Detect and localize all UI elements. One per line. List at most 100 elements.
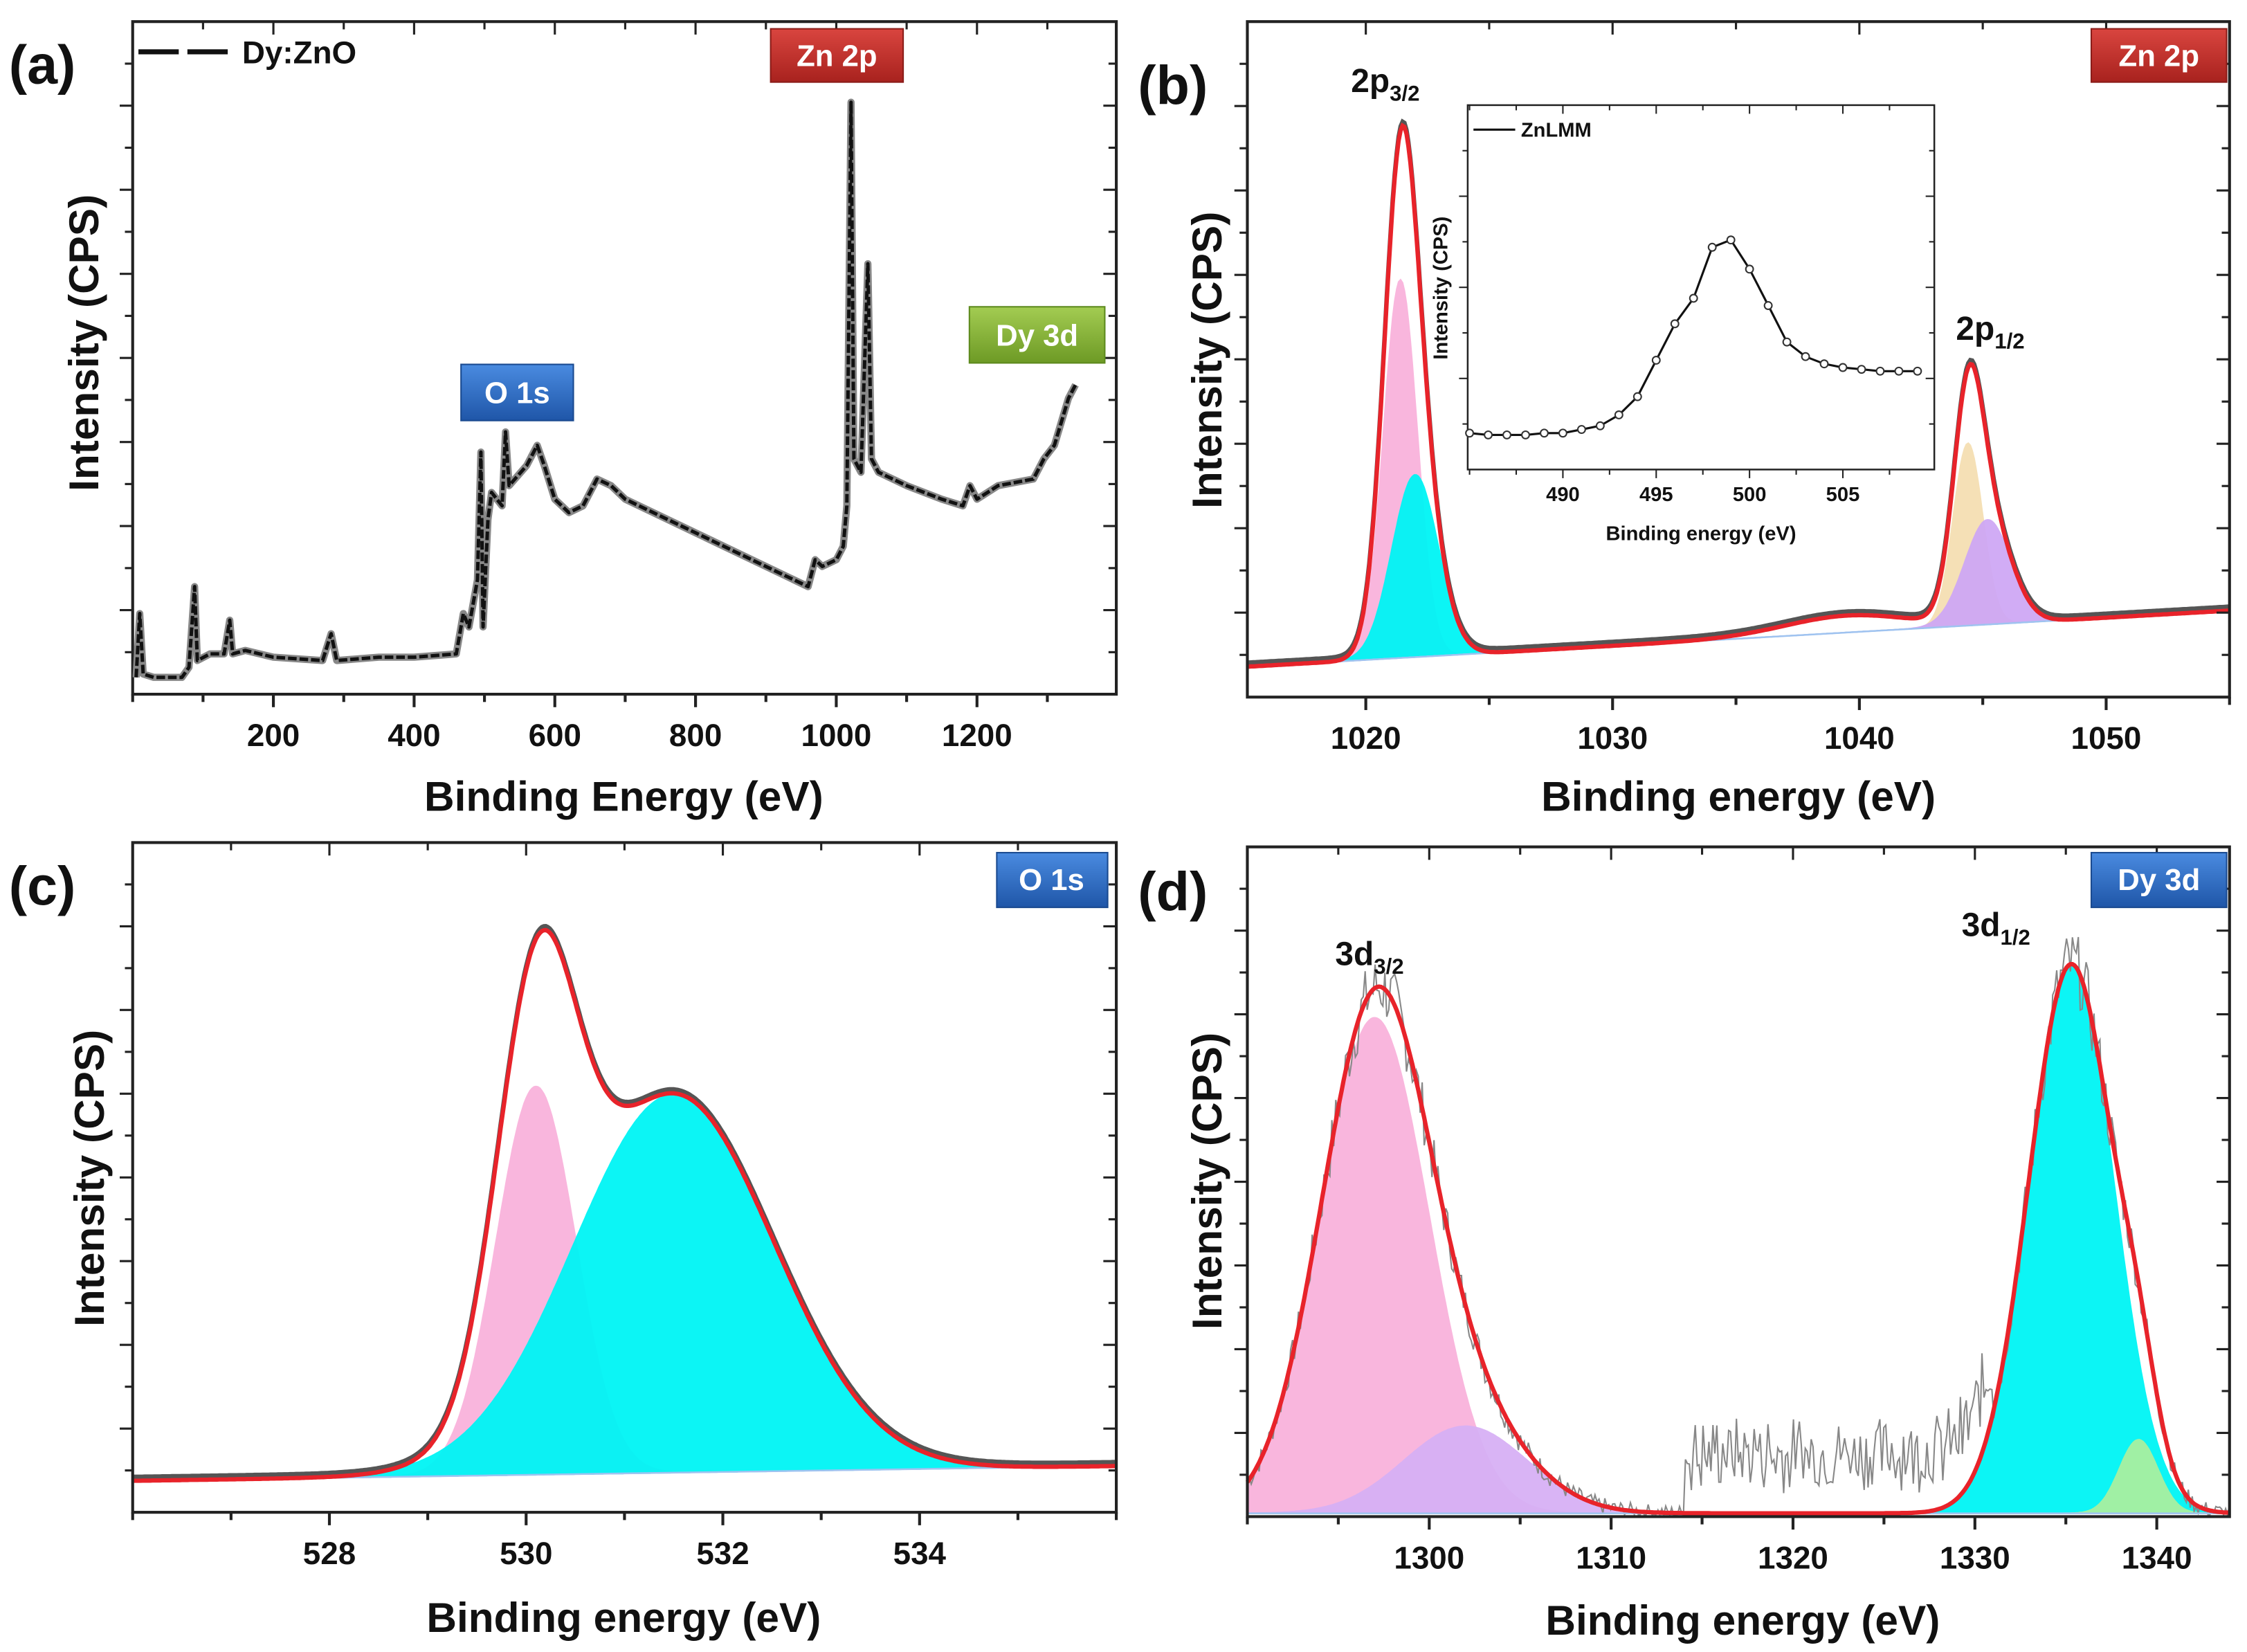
inset-background bbox=[1467, 105, 1935, 470]
inset-data-point bbox=[1894, 366, 1904, 376]
x-tick-label: 1030 bbox=[1577, 720, 1648, 756]
x-tick-label: 532 bbox=[696, 1536, 749, 1571]
x-tick-label: 490 bbox=[1546, 484, 1580, 506]
x-tick-label: 1050 bbox=[2071, 720, 2142, 756]
survey-line-dy-zno bbox=[134, 100, 1077, 680]
envelope-fit-line bbox=[132, 927, 1117, 1483]
peak-label-sub: 3/2 bbox=[1390, 82, 1419, 106]
envelope-fit-line bbox=[1247, 122, 2230, 669]
peak-label-main: 3d bbox=[1335, 936, 1374, 972]
y-axis-title-b: Intensity (CPS) bbox=[1183, 212, 1230, 509]
inset-data-point bbox=[1782, 337, 1792, 347]
inset-data-point bbox=[1838, 363, 1848, 372]
peak-label-2p1-2: 2p1/2 bbox=[1956, 311, 2024, 353]
panel-letter-c: (c) bbox=[9, 855, 76, 916]
inset-y-axis-title: Intensity (CPS) bbox=[1430, 217, 1453, 360]
x-tick-label: 1000 bbox=[801, 718, 872, 753]
badge-label: Dy 3d bbox=[2118, 863, 2200, 897]
panel-c: 528 530 532 534 bbox=[119, 841, 1118, 1571]
badge-o1s-c: O 1s bbox=[996, 851, 1109, 909]
x-axis-title-a: Binding Energy (eV) bbox=[424, 773, 824, 820]
x-axis-title-b: Binding energy (eV) bbox=[1541, 773, 1936, 820]
inset-data-point bbox=[1670, 319, 1680, 329]
peak-label-sub: 3/2 bbox=[1374, 954, 1403, 979]
panel-a: 200 400 600 800 1000 1200 bbox=[119, 20, 1118, 753]
peak-label-sub: 1/2 bbox=[2001, 925, 2030, 950]
legend-label-dy-zno: Dy:ZnO bbox=[242, 35, 356, 71]
inset-data-point bbox=[1689, 293, 1698, 303]
peak-label-sub: 1/2 bbox=[1994, 329, 2024, 354]
inset-data-point bbox=[1707, 242, 1717, 252]
panel-letter-d: (d) bbox=[1138, 860, 1208, 922]
y-axis-title-c: Intensity (CPS) bbox=[66, 1030, 113, 1327]
x-tick-label: 1310 bbox=[1576, 1540, 1646, 1575]
badge-zn2p-a: Zn 2p bbox=[770, 28, 904, 83]
x-tick-label: 500 bbox=[1733, 484, 1767, 506]
badge-label: Zn 2p bbox=[797, 39, 877, 73]
inset-data-point bbox=[1521, 430, 1530, 439]
panel-letter-b: (b) bbox=[1138, 54, 1208, 116]
peak-label-main: 2p bbox=[1351, 63, 1390, 100]
inset-data-point bbox=[1763, 301, 1773, 310]
inset-x-axis-title: Binding energy (eV) bbox=[1605, 523, 1796, 545]
inset-data-point bbox=[1651, 356, 1661, 365]
panel-d: 1300 1310 1320 1330 1340 bbox=[1234, 845, 2231, 1575]
inset-data-point bbox=[1576, 425, 1586, 434]
inset-legend-label: ZnLMM bbox=[1521, 120, 1592, 142]
envelope-fit-line bbox=[1245, 961, 2230, 1516]
x-tick-label: 530 bbox=[500, 1536, 552, 1571]
x-tick-label: 1300 bbox=[1394, 1540, 1464, 1575]
peak-label-main: 2p bbox=[1956, 311, 1994, 347]
x-tick-label: 1320 bbox=[1758, 1540, 1828, 1575]
x-tick-label: 1340 bbox=[2122, 1540, 2192, 1575]
x-axis-title-c: Binding energy (eV) bbox=[426, 1594, 821, 1641]
badge-dy3d-d: Dy 3d bbox=[2090, 851, 2228, 909]
x-tick-label: 400 bbox=[388, 718, 440, 753]
badge-zn2p-b: Zn 2p bbox=[2090, 28, 2228, 83]
x-tick-label: 495 bbox=[1639, 484, 1673, 506]
x-tick-label: 528 bbox=[303, 1536, 356, 1571]
x-tick-label: 200 bbox=[247, 718, 300, 753]
y-axis-title-d: Intensity (CPS) bbox=[1183, 1033, 1230, 1329]
inset-data-point bbox=[1558, 428, 1567, 438]
inset-data-point bbox=[1502, 430, 1511, 439]
inset-data-point bbox=[1465, 428, 1475, 438]
inset-data-point bbox=[1857, 365, 1866, 374]
badge-label: O 1s bbox=[1019, 863, 1084, 897]
badge-dy3d-a: Dy 3d bbox=[968, 306, 1106, 364]
badge-label: O 1s bbox=[484, 376, 550, 410]
x-tick-label: 1330 bbox=[1940, 1540, 2010, 1575]
raw-data-line bbox=[132, 923, 1117, 1480]
inset-data-point bbox=[1801, 352, 1810, 361]
inset-data-point bbox=[1913, 366, 1922, 376]
peak-label-main: 3d bbox=[1962, 907, 2001, 944]
peak-label-3d1-2: 3d1/2 bbox=[1962, 907, 2030, 950]
badge-o1s-a: O 1s bbox=[460, 363, 574, 421]
x-tick-label: 1200 bbox=[942, 718, 1012, 753]
inset-data-point bbox=[1819, 359, 1829, 369]
inset-znlmm: 490 495 500 505 bbox=[1459, 104, 1936, 506]
peak-label-2p3-2: 2p3/2 bbox=[1351, 63, 1419, 105]
inset-data-point bbox=[1632, 392, 1642, 401]
panel-b: 1020 1030 1040 1050 bbox=[1234, 20, 2231, 756]
inset-data-point bbox=[1745, 264, 1754, 274]
y-axis-title-a: Intensity (CPS) bbox=[60, 194, 107, 491]
fit-component-2 bbox=[132, 1093, 1117, 1482]
peak-label-3d3-2: 3d3/2 bbox=[1335, 936, 1403, 978]
raw-data-line bbox=[1246, 936, 2230, 1518]
x-tick-label: 534 bbox=[893, 1536, 947, 1571]
inset-data-point bbox=[1595, 421, 1605, 430]
badge-label: Zn 2p bbox=[2119, 39, 2200, 73]
x-tick-label: 1020 bbox=[1331, 720, 1401, 756]
inset-data-point bbox=[1540, 428, 1549, 438]
x-tick-label: 800 bbox=[669, 718, 722, 753]
inset-data-point bbox=[1484, 430, 1493, 439]
survey-line-halo bbox=[132, 98, 1079, 681]
x-tick-label: 600 bbox=[529, 718, 581, 753]
inset-data-point bbox=[1614, 410, 1623, 419]
x-tick-label: 505 bbox=[1826, 484, 1860, 506]
badge-label: Dy 3d bbox=[996, 318, 1078, 352]
panel-letter-a: (a) bbox=[9, 34, 76, 96]
inset-data-point bbox=[1875, 366, 1885, 376]
